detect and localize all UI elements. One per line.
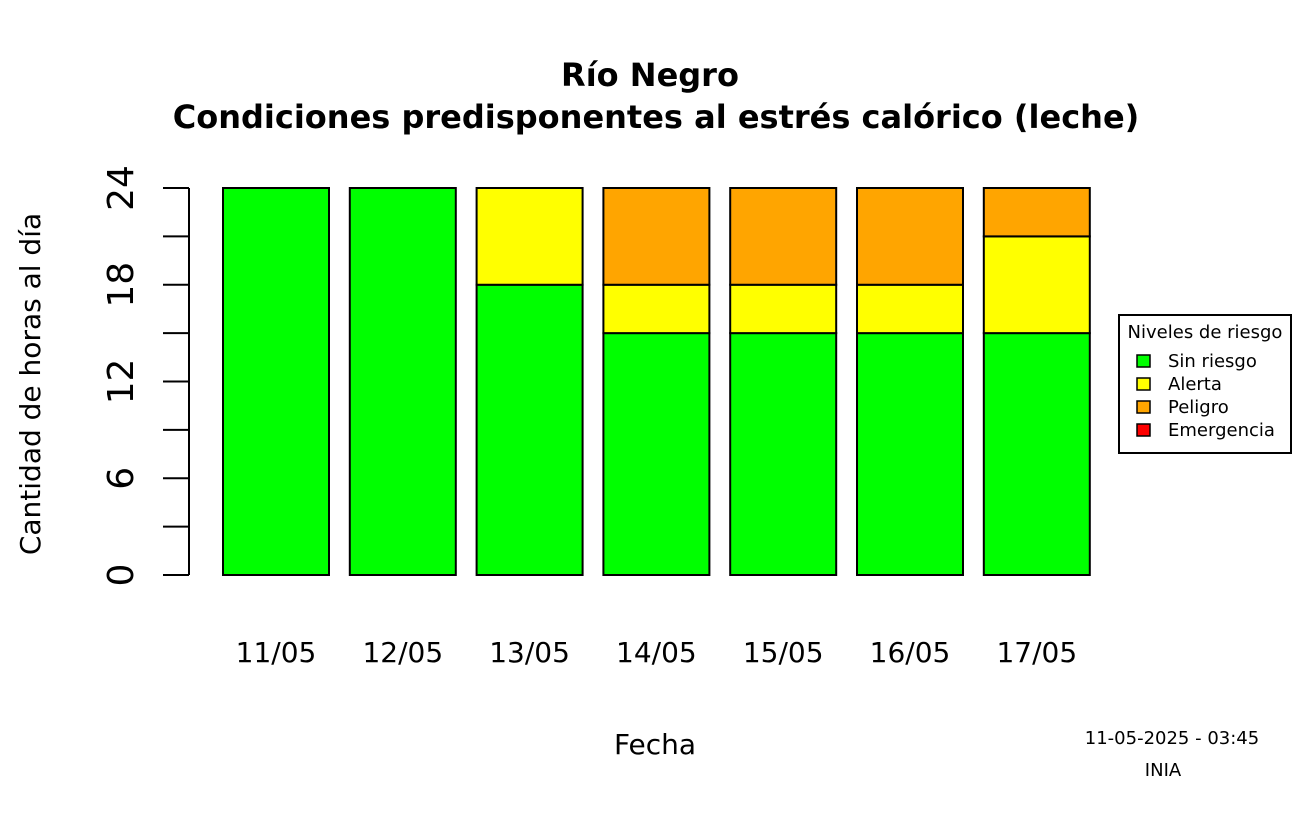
y-tick-label: 18 — [101, 262, 142, 308]
legend-title: Niveles de riesgo — [1128, 322, 1283, 343]
legend-label: Emergencia — [1168, 420, 1275, 441]
bar-segment — [729, 332, 838, 576]
legend: Niveles de riesgo Sin riesgoAlertaPeligr… — [1118, 314, 1292, 454]
bar-segment — [729, 187, 838, 286]
legend-swatch — [1136, 400, 1151, 414]
y-axis: 0 6 12 18 24 — [101, 165, 190, 587]
x-tick-label: 11/05 — [236, 636, 317, 669]
bar-segment — [222, 187, 330, 576]
source-label: INIA — [1145, 760, 1182, 781]
bar-segment — [602, 187, 711, 286]
bar-segment — [856, 187, 964, 286]
y-tick-label: 6 — [101, 467, 142, 490]
y-tick-label: 12 — [101, 359, 142, 405]
legend-label: Peligro — [1168, 397, 1229, 418]
x-tick-label: 16/05 — [870, 636, 951, 669]
chart-subtitle: Condiciones predisponentes al estrés cal… — [173, 98, 1140, 136]
bar-segment — [475, 283, 584, 576]
legend-label: Alerta — [1168, 374, 1222, 395]
x-tick-label: 17/05 — [996, 636, 1077, 669]
bar-segment — [348, 187, 457, 576]
bar-segment — [982, 235, 1091, 335]
x-tick-label: 13/05 — [489, 636, 570, 669]
bar-segment — [856, 283, 964, 335]
x-tick-label: 14/05 — [616, 636, 697, 669]
y-axis-label: Cantidad de horas al día — [14, 213, 47, 555]
legend-box — [1118, 314, 1292, 454]
bar-segment — [729, 283, 838, 335]
bar-segment — [982, 187, 1091, 238]
bar-segment — [602, 332, 711, 576]
y-tick-label: 24 — [101, 165, 142, 211]
bar-segment — [602, 283, 711, 335]
bars-group — [222, 187, 1091, 576]
y-tick-label: 0 — [101, 564, 142, 587]
x-axis-label: Fecha — [614, 728, 696, 761]
timestamp: 11-05-2025 - 03:45 — [1085, 728, 1259, 749]
legend-swatch — [1136, 377, 1151, 391]
legend-swatch — [1136, 354, 1151, 368]
x-tick-label: 12/05 — [362, 636, 443, 669]
legend-swatch — [1136, 423, 1151, 437]
bar-segment — [982, 332, 1091, 576]
x-tick-labels: 11/05 12/05 13/05 14/05 15/05 16/05 17/05 — [236, 636, 1078, 669]
chart-title: Río Negro — [561, 56, 739, 94]
legend-label: Sin riesgo — [1168, 351, 1257, 372]
x-tick-label: 15/05 — [743, 636, 824, 669]
bar-segment — [475, 187, 584, 286]
bar-segment — [856, 332, 964, 576]
